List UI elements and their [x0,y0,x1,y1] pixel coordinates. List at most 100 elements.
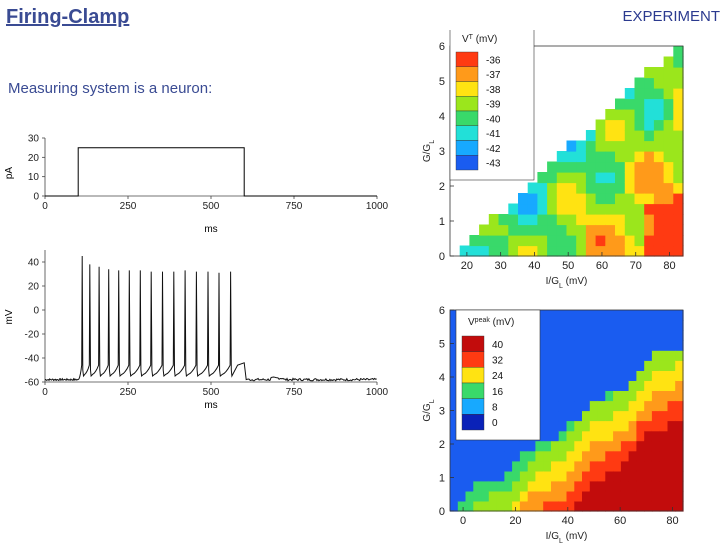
vt-x-tick-label: 60 [596,260,608,272]
vpeak-cell [488,490,498,502]
vpeak-x-tick-label: 60 [614,515,626,527]
vpeak-y-tick-label: 0 [439,506,445,518]
vpeak-cell [651,450,661,462]
vt-cell [595,193,606,205]
vpeak-cell [551,370,560,381]
voltage-x-tick-label: 250 [120,387,137,398]
vpeak-cell [675,400,684,412]
vpeak-cell [675,420,684,432]
vpeak-cell [659,410,669,422]
vpeak-cell [465,460,474,472]
vpeak-cell [651,340,661,351]
vpeak-cell [659,400,669,412]
vpeak-cell [488,470,498,482]
vt-cell [644,161,655,173]
vpeak-cell [535,440,544,452]
vpeak-cell [450,340,459,351]
vpeak-cell [589,320,599,331]
vt-cell [547,214,558,226]
vpeak-cell [620,500,630,512]
vt-legend-label: -36 [486,55,501,66]
vpeak-cell [613,440,622,452]
vpeak-cell [644,380,653,391]
vpeak-cell [613,410,622,422]
vpeak-cell [628,490,637,502]
current-y-tick-label: 10 [28,172,40,183]
vpeak-cell [543,460,552,472]
vpeak-cell [675,330,684,341]
vt-cell [595,172,606,184]
vpeak-cell [481,480,490,492]
vt-cell [537,193,548,205]
vpeak-cell [620,470,630,482]
current-y-tick-label: 20 [28,153,40,164]
vpeak-cell [644,390,653,402]
vt-cell [663,161,674,173]
vpeak-cell [558,350,568,361]
vpeak-cell [473,490,482,502]
vpeak-cell [473,470,482,482]
vt-cell [576,140,587,152]
vpeak-cell [675,430,684,442]
vpeak-cell [551,410,560,422]
vt-cell [624,161,636,173]
vt-cell [663,214,674,226]
vpeak-cell [644,340,653,351]
vt-cell [615,119,626,131]
vpeak-cell [566,310,575,321]
vt-cell [585,235,597,247]
vt-legend-swatch [455,81,479,97]
vpeak-cell [620,420,630,432]
vt-cell [508,245,519,257]
vpeak-cell [651,410,661,422]
vpeak-cell [566,420,575,432]
vt-cell [624,140,636,152]
vpeak-cell [667,380,676,391]
vt-cell [556,151,568,163]
vt-cell [595,130,606,142]
vpeak-cell [551,420,560,432]
vt-cell [624,151,636,163]
vpeak-cell [620,450,630,462]
vpeak-cell [543,400,552,412]
vt-cell [576,172,587,184]
vpeak-cell [574,450,583,462]
vt-cell [479,224,490,236]
vpeak-cell [675,350,684,361]
vpeak-cell [636,360,645,371]
vpeak-cell [644,320,653,331]
vpeak-cell [667,470,676,482]
vt-cell [595,214,606,226]
vpeak-cell [543,420,552,432]
vpeak-cell [651,480,661,492]
vt-legend-label: -43 [486,159,501,170]
vt-cell [556,172,568,184]
vpeak-cell [636,340,645,351]
vpeak-cell [450,470,459,482]
vt-legend-swatch [455,110,479,126]
vpeak-cell [605,430,614,442]
vpeak-cell [659,470,669,482]
vt-cell [508,224,519,236]
vt-cell [653,67,665,79]
vt-y-tick-label: 4 [439,111,445,123]
vt-cell [547,203,558,215]
vpeak-cell [597,330,606,341]
vt-cell [615,182,626,194]
vpeak-cell [566,480,575,492]
vpeak-cell [589,500,599,512]
vpeak-cell [566,320,575,331]
vpeak-cell [504,470,513,482]
vpeak-cell [450,490,459,502]
vt-cell [566,193,577,205]
vt-cell [663,140,674,152]
vt-cell [615,172,626,184]
vpeak-legend-label: 0 [492,418,498,429]
voltage-y-tick-label: -60 [25,378,40,389]
voltage-y-tick-label: -20 [25,330,40,341]
vpeak-cell [582,440,591,452]
vpeak-cell [628,430,637,442]
vt-cell [624,172,636,184]
vpeak-cell [519,470,529,482]
vpeak-cell [450,350,459,361]
